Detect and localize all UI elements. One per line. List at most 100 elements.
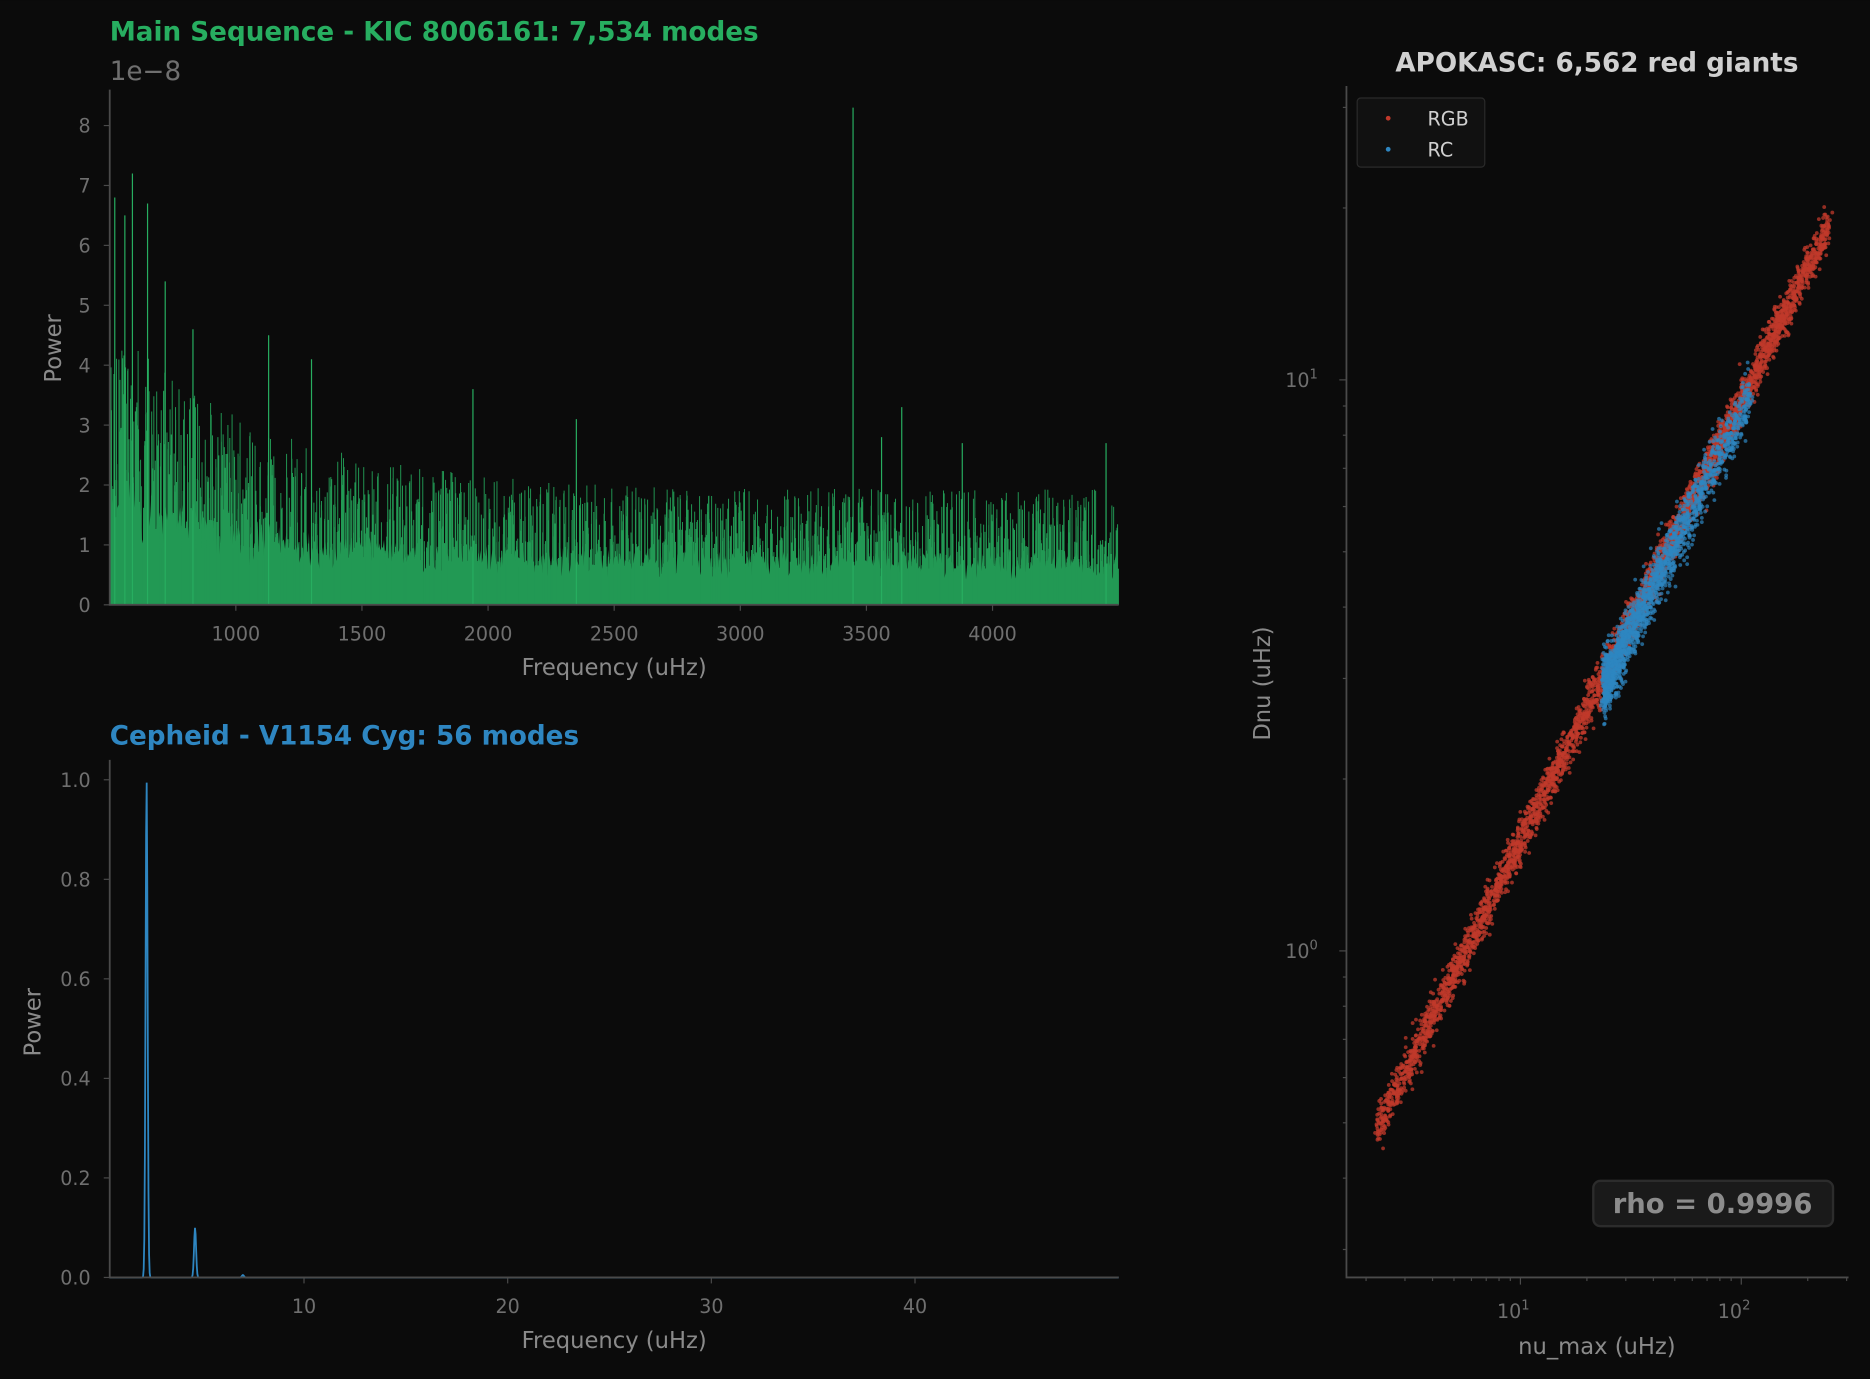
scatter-point: [1408, 1072, 1413, 1077]
scatter-point: [1536, 792, 1541, 797]
scatter-point: [1453, 942, 1458, 947]
scatter-point: [1563, 755, 1568, 760]
scatter-point: [1636, 626, 1641, 631]
scatter-point: [1518, 865, 1523, 870]
scatter-point: [1773, 310, 1778, 315]
scatter-point: [1517, 817, 1522, 822]
scatter-point: [1557, 748, 1562, 753]
scatter-point: [1568, 760, 1573, 765]
scatter-point: [1430, 1029, 1435, 1033]
scatter-point: [1811, 266, 1816, 271]
scatter-point: [1381, 1106, 1386, 1111]
scatter-point: [1646, 570, 1650, 574]
scatter-point: [1738, 411, 1742, 416]
series-rc: [1598, 360, 1755, 727]
scatter-point: [1511, 853, 1516, 857]
scatter-point: [1438, 1013, 1443, 1018]
scatter-point: [1677, 510, 1682, 514]
scatter-point: [1678, 563, 1683, 567]
scatter-point: [1674, 504, 1679, 509]
scatter-point: [1409, 1063, 1414, 1067]
scatter-point: [1394, 1068, 1399, 1072]
scatter-point: [1595, 680, 1600, 685]
cepheid-xlabel: Frequency (uHz): [522, 1328, 707, 1354]
scatter-point: [1579, 735, 1583, 740]
scatter-point: [1531, 808, 1536, 812]
scatter-point: [1519, 826, 1524, 831]
scatter-point: [1804, 256, 1809, 261]
scatter-point: [1447, 993, 1452, 998]
scatter-point: [1785, 301, 1790, 306]
scatter-point: [1503, 873, 1507, 878]
scatter-point: [1571, 757, 1576, 762]
scatter-point: [1499, 886, 1504, 891]
x-tick-label: 30: [699, 1296, 723, 1318]
scatter-point: [1770, 316, 1774, 321]
scatter-point: [1623, 679, 1628, 684]
scatter-point: [1673, 584, 1678, 589]
scatter-point: [1720, 439, 1725, 444]
scatter-point: [1767, 331, 1772, 336]
scatter-point: [1714, 438, 1719, 443]
scatter-point: [1595, 660, 1600, 665]
scatter-point: [1742, 406, 1747, 410]
scatter-point: [1810, 260, 1815, 265]
scatter-point: [1812, 253, 1816, 258]
scatter-point: [1817, 267, 1822, 272]
scatter-point: [1558, 751, 1563, 756]
scatter-point: [1469, 912, 1473, 917]
scatter-point: [1414, 1070, 1419, 1075]
scatter-point: [1637, 593, 1642, 598]
scatter-point: [1822, 205, 1827, 210]
scatter-point: [1694, 467, 1699, 472]
scatter-point: [1544, 781, 1548, 786]
scatter-point: [1811, 273, 1816, 278]
scatter-point: [1526, 805, 1531, 809]
scatter-point: [1778, 294, 1782, 299]
scatter-point: [1751, 362, 1755, 366]
scatter-point: [1599, 700, 1604, 705]
scatter-point: [1541, 805, 1546, 810]
scatter-point: [1755, 359, 1760, 364]
scatter-point: [1408, 1081, 1413, 1086]
scatter-point: [1509, 859, 1514, 864]
scatter-point: [1539, 778, 1544, 782]
scatter-point: [1789, 316, 1794, 321]
scatter-point: [1814, 231, 1819, 235]
scatter-point: [1601, 650, 1606, 655]
scatter-point: [1430, 1008, 1435, 1013]
scatter-point: [1708, 445, 1713, 449]
scatter-point: [1765, 372, 1770, 377]
scatter-point: [1453, 966, 1458, 971]
scatter-point: [1548, 777, 1553, 782]
scatter-point: [1687, 523, 1692, 528]
scatter-point: [1488, 904, 1493, 908]
scatter-point: [1387, 1095, 1392, 1100]
scatter-point: [1538, 802, 1543, 807]
scatter-point: [1417, 1048, 1422, 1053]
scatter-point: [1673, 546, 1678, 551]
scatter-point: [1824, 253, 1829, 258]
scatter-point: [1473, 946, 1478, 951]
scatter-point: [1755, 392, 1760, 397]
x-tick-label: 1500: [338, 624, 387, 646]
scatter-point: [1690, 511, 1695, 516]
scatter-point: [1502, 856, 1507, 861]
scatter-point: [1527, 851, 1532, 855]
scatter-point: [1403, 1088, 1408, 1093]
scatter-point: [1498, 877, 1503, 881]
scatter-point: [1504, 887, 1508, 892]
scatter-point: [1682, 503, 1687, 508]
scatter-point: [1538, 782, 1543, 786]
scatter-point: [1443, 975, 1448, 980]
scatter-point: [1485, 899, 1490, 904]
scatter-point: [1500, 859, 1505, 864]
scatter-point: [1760, 338, 1765, 343]
y-offset-label: 1e−8: [110, 57, 181, 87]
scatter-point: [1555, 762, 1559, 766]
scatter-point: [1586, 693, 1591, 698]
scatter-point: [1553, 776, 1558, 781]
scatter-point: [1412, 1060, 1417, 1065]
